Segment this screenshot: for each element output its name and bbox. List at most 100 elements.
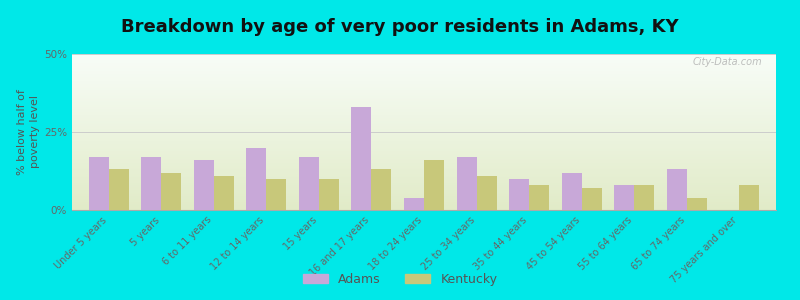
Legend: Adams, Kentucky: Adams, Kentucky bbox=[298, 268, 502, 291]
Bar bbox=[477, 176, 497, 210]
Bar bbox=[72, 157, 776, 158]
Bar bbox=[72, 85, 776, 87]
Bar bbox=[72, 177, 776, 179]
Bar bbox=[72, 101, 776, 102]
Bar bbox=[72, 155, 776, 157]
Bar bbox=[246, 148, 266, 210]
Bar bbox=[72, 138, 776, 140]
Bar bbox=[72, 79, 776, 80]
Bar bbox=[72, 143, 776, 145]
Bar bbox=[72, 174, 776, 176]
Bar bbox=[72, 98, 776, 99]
Bar bbox=[72, 82, 776, 84]
Bar bbox=[72, 151, 776, 152]
Bar bbox=[72, 80, 776, 82]
Bar bbox=[72, 92, 776, 93]
Text: Breakdown by age of very poor residents in Adams, KY: Breakdown by age of very poor residents … bbox=[121, 18, 679, 36]
Bar bbox=[72, 141, 776, 143]
Text: City-Data.com: City-Data.com bbox=[692, 57, 762, 67]
Bar bbox=[666, 169, 686, 210]
Y-axis label: % below half of
poverty level: % below half of poverty level bbox=[17, 89, 40, 175]
Bar bbox=[72, 116, 776, 118]
Bar bbox=[72, 113, 776, 115]
Bar bbox=[214, 176, 234, 210]
Bar bbox=[72, 135, 776, 137]
Bar bbox=[72, 196, 776, 197]
Bar bbox=[72, 184, 776, 185]
Bar bbox=[72, 102, 776, 104]
Bar bbox=[72, 137, 776, 138]
Bar bbox=[72, 201, 776, 202]
Bar bbox=[72, 207, 776, 208]
Bar bbox=[72, 140, 776, 141]
Bar bbox=[72, 205, 776, 207]
Bar bbox=[72, 129, 776, 130]
Bar bbox=[72, 121, 776, 123]
Bar bbox=[72, 127, 776, 129]
Bar bbox=[72, 165, 776, 166]
Bar bbox=[739, 185, 759, 210]
Bar bbox=[72, 70, 776, 71]
Bar bbox=[72, 119, 776, 121]
Bar bbox=[72, 182, 776, 184]
Bar bbox=[72, 94, 776, 96]
Bar bbox=[72, 126, 776, 127]
Bar bbox=[72, 68, 776, 70]
Bar bbox=[72, 190, 776, 191]
Bar bbox=[72, 73, 776, 74]
Bar bbox=[72, 112, 776, 113]
Bar bbox=[351, 107, 371, 210]
Bar bbox=[72, 208, 776, 210]
Bar bbox=[72, 57, 776, 59]
Bar bbox=[89, 157, 109, 210]
Bar bbox=[72, 180, 776, 182]
Bar bbox=[424, 160, 444, 210]
Bar bbox=[72, 168, 776, 170]
Bar bbox=[686, 197, 706, 210]
Bar bbox=[72, 60, 776, 62]
Bar bbox=[72, 110, 776, 112]
Bar bbox=[72, 197, 776, 199]
Bar bbox=[371, 169, 391, 210]
Bar bbox=[72, 77, 776, 79]
Bar bbox=[562, 172, 582, 210]
Bar bbox=[72, 145, 776, 146]
Bar bbox=[72, 149, 776, 151]
Bar bbox=[72, 163, 776, 165]
Bar bbox=[72, 179, 776, 180]
Bar bbox=[72, 172, 776, 174]
Bar bbox=[72, 65, 776, 67]
Bar bbox=[194, 160, 214, 210]
Bar bbox=[72, 84, 776, 85]
Bar bbox=[72, 107, 776, 109]
Bar bbox=[162, 172, 182, 210]
Bar bbox=[142, 157, 162, 210]
Bar bbox=[266, 179, 286, 210]
Bar bbox=[72, 74, 776, 76]
Bar bbox=[72, 104, 776, 106]
Bar bbox=[72, 124, 776, 126]
Bar bbox=[72, 106, 776, 107]
Bar bbox=[72, 99, 776, 101]
Bar bbox=[72, 109, 776, 110]
Bar bbox=[72, 130, 776, 132]
Bar bbox=[72, 158, 776, 160]
Bar bbox=[72, 76, 776, 77]
Bar bbox=[72, 204, 776, 205]
Bar bbox=[72, 193, 776, 194]
Bar bbox=[404, 197, 424, 210]
Bar bbox=[509, 179, 529, 210]
Bar bbox=[72, 67, 776, 68]
Bar bbox=[72, 90, 776, 92]
Bar bbox=[72, 54, 776, 56]
Bar bbox=[72, 162, 776, 163]
Bar bbox=[72, 134, 776, 135]
Bar bbox=[72, 171, 776, 172]
Bar bbox=[72, 88, 776, 90]
Bar bbox=[299, 157, 319, 210]
Bar bbox=[72, 146, 776, 148]
Bar bbox=[72, 115, 776, 116]
Bar bbox=[72, 152, 776, 154]
Bar bbox=[109, 169, 129, 210]
Bar bbox=[72, 118, 776, 119]
